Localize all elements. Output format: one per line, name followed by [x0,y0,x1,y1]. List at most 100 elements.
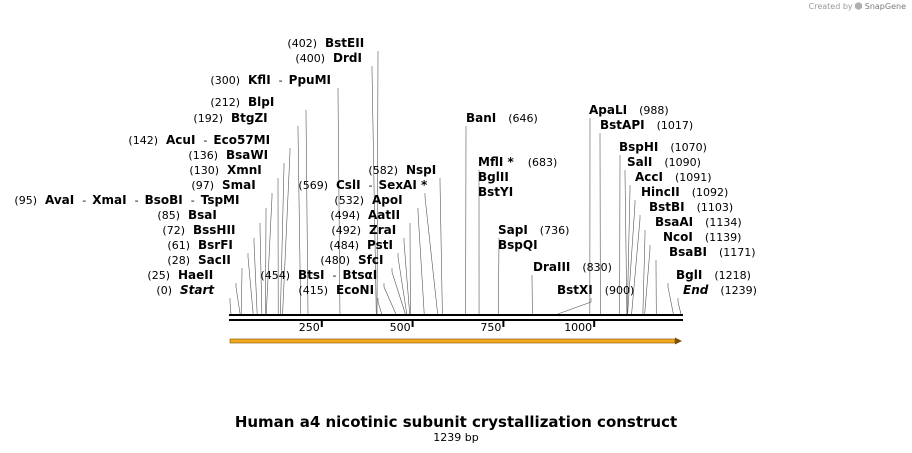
enzyme-bsteii: BstEII [325,36,364,50]
site-draiii[interactable]: DraIII (830) [533,260,612,274]
enzyme-bstbi: BstBI [649,200,685,214]
leader-bgli [667,283,674,315]
site-psti[interactable]: (484) PstI [329,238,393,252]
enzyme-zrai: ZraI [369,223,396,237]
enzyme-bstxi: BstXI [557,283,593,297]
enzyme-draiii: DraIII [533,260,570,274]
leader-kfli-ppumi [337,88,341,315]
site-position: (1090) [664,156,701,169]
site-position: (400) [295,52,325,65]
isoschizomer-separator: - [191,194,195,207]
leader-sacii [240,268,243,315]
site-drdi[interactable]: (400) DrdI [295,51,362,65]
site-bgli[interactable]: BglI (1218) [676,268,751,282]
site-csli-sexai[interactable]: (569) CslI - SexAI * [298,178,428,192]
restriction-map: (0) Start(25) HaeII(28) SacII(61) BsrFI(72) B… [14,36,757,345]
site-sali[interactable]: SalI (1090) [627,155,701,169]
snapgene-credit: Created by SnapGene [809,2,906,11]
feature-arrow-shaft [229,338,676,344]
site-sacii[interactable]: (28) SacII [167,253,230,267]
site-position: (300) [210,74,240,87]
site-xmni[interactable]: (130) XmnI [189,163,261,177]
site-position: (0) [156,284,172,297]
site-bani[interactable]: BanI (646) [466,111,538,125]
site-bsaai[interactable]: BsaAI (1134) [655,215,742,229]
site-smai[interactable]: (97) SmaI [191,178,255,192]
enzyme-apoi: ApoI [372,193,403,207]
site-bsai[interactable]: (85) BsaI [157,208,216,222]
site-position: (1139) [705,231,742,244]
enzyme-bsawi: BsaWI [226,148,268,162]
sequence-ruler [229,314,683,321]
site-bsshii[interactable]: (72) BssHII [162,223,235,237]
site-position: (61) [167,239,190,252]
site-position: (830) [582,261,612,274]
site-bstapi[interactable]: BstAPI (1017) [600,118,693,132]
site-position: (97) [191,179,214,192]
site-end[interactable]: End (1239) [683,283,757,297]
isoschizomer-separator: - [203,134,207,147]
site-position: (1091) [675,171,712,184]
site-position: (582) [368,164,398,177]
site-haeii[interactable]: (25) HaeII [147,268,213,282]
enzyme-bgli: BglI [676,268,702,282]
leader-btgzi [297,126,302,315]
site-start[interactable]: (0) Start [156,283,215,297]
site-bsawi[interactable]: (136) BsaWI [188,148,268,162]
site-apali[interactable]: ApaLI (988) [589,103,669,117]
site-bsteii[interactable]: (402) BstEII [287,36,364,50]
isoschizomer-separator: - [82,194,86,207]
isoschizomer-separator: - [279,74,283,87]
site-apoi[interactable]: (532) ApoI [334,193,402,207]
site-bstbi[interactable]: BstBI (1103) [649,200,733,214]
site-kfli-ppumi[interactable]: (300) KflI - PpuMI [210,73,331,87]
enzyme-kfli: KflI [248,73,271,87]
site-position: (95) [14,194,37,207]
leader-sapi-bspqi [498,238,500,315]
site-bsrfi[interactable]: (61) BsrFI [167,238,232,252]
leader-drdi [371,66,377,315]
site-ncoi[interactable]: NcoI (1139) [663,230,741,244]
map-title: Human a4 nicotinic subunit crystallizati… [234,413,678,431]
enzyme-csli: CslI [336,178,361,192]
site-bstxi[interactable]: BstXI (900) [557,283,634,297]
site-nspi[interactable]: (582) NspI [368,163,436,177]
enzyme-haeii: HaeII [178,268,213,282]
enzyme-sali: SalI [627,155,652,169]
site-position: (480) [320,254,350,267]
site-position: (646) [508,112,538,125]
site-position: (130) [189,164,219,177]
enzyme-acui: AcuI [166,133,195,147]
enzyme-nspi: NspI [406,163,436,177]
feature-arrow[interactable] [229,337,682,345]
site-bsphi[interactable]: BspHI (1070) [619,140,707,154]
site-hincii[interactable]: HincII (1092) [641,185,728,199]
feature-arrow-head [675,337,682,345]
site-aatii[interactable]: (494) AatII [330,208,400,222]
site-position: (1103) [697,201,734,214]
site-position: (1134) [705,216,742,229]
site-avai-xmai-bsobi-tspmi[interactable]: (95) AvaI - XmaI - BsoBI - TspMI [14,193,239,207]
site-acui-eco57mi[interactable]: (142) AcuI - Eco57MI [128,133,270,147]
leader-apoi [417,208,425,315]
site-bsabi[interactable]: BsaBI (1171) [669,245,756,259]
site-zrai[interactable]: (492) ZraI [331,223,396,237]
enzyme-bsrfi: BsrFI [198,238,233,252]
site-sfci[interactable]: (480) SfcI [320,253,383,267]
site-acci[interactable]: AccI (1091) [635,170,712,184]
isoschizomer-separator: - [135,194,139,207]
leader-start [229,298,232,315]
site-leaders [229,51,682,315]
isoschizomer-separator: - [369,179,373,192]
site-blpi[interactable]: (212) BlpI [210,95,274,109]
site-position: (192) [193,112,223,125]
tick-label-500: 500 [390,321,411,334]
leader-bsteii [376,51,379,315]
leader-econi [377,298,383,315]
site-econi[interactable]: (415) EcoNI [298,283,374,297]
site-btgzi[interactable]: (192) BtgZI [193,111,267,125]
site-btsi-bts-i[interactable]: (454) BtsI - BtsαI [260,268,377,282]
site-position: (988) [639,104,669,117]
